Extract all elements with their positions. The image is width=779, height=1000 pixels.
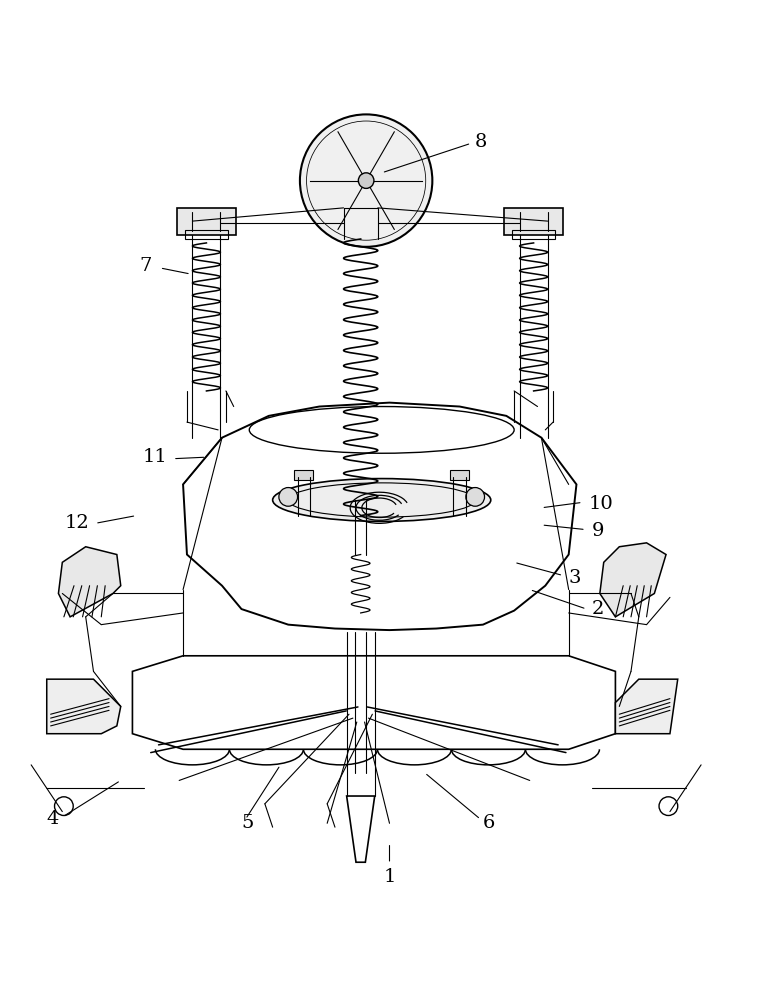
Text: 8: 8 (475, 133, 488, 151)
Text: 4: 4 (47, 810, 59, 828)
Text: 1: 1 (383, 868, 396, 886)
Text: 3: 3 (569, 569, 581, 587)
Bar (185, 230, 228, 239)
Bar (450, 470, 469, 480)
Bar (294, 470, 313, 480)
Text: 2: 2 (592, 600, 605, 618)
Ellipse shape (273, 479, 491, 521)
Text: 6: 6 (483, 814, 495, 832)
Polygon shape (58, 547, 121, 617)
Circle shape (358, 173, 374, 188)
Text: 12: 12 (65, 514, 90, 532)
Polygon shape (615, 679, 678, 734)
Text: 10: 10 (588, 495, 613, 513)
Circle shape (279, 488, 298, 506)
Bar (504, 208, 563, 235)
Text: 5: 5 (241, 814, 254, 832)
Bar (512, 230, 555, 239)
Bar (177, 208, 236, 235)
Polygon shape (600, 543, 666, 617)
Text: 9: 9 (592, 522, 605, 540)
Text: 11: 11 (143, 448, 167, 466)
Text: 7: 7 (139, 257, 152, 275)
Circle shape (300, 114, 432, 247)
Polygon shape (47, 679, 121, 734)
Circle shape (466, 488, 485, 506)
